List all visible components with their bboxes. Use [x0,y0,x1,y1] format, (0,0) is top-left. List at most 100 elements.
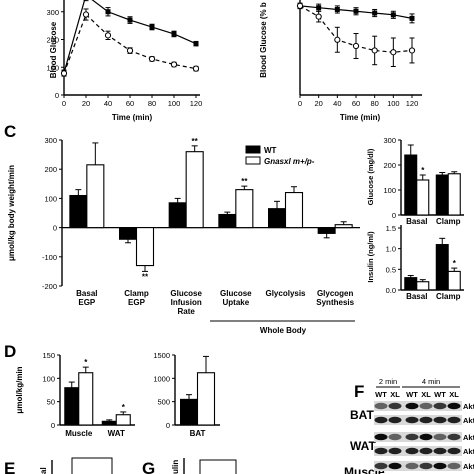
data-point [126,47,134,54]
panel-b-y-axis-label: Blood Glucose (% b [259,2,268,78]
blot-tissue-wat: WAT [350,439,376,453]
bar [101,420,117,426]
bar [64,387,80,426]
significance-mark: ** [241,177,248,186]
blot-band [374,433,388,441]
blot-band [374,402,388,410]
panel-a-x-axis-label: Time (min) [112,113,153,122]
panel-c-bar-chart: -200-1000100200300BasalEGPClampEGPGlucos… [7,136,360,335]
y-tick-label: 0.0 [386,286,396,295]
bar [78,372,94,426]
y-tick-label: 500 [157,398,170,407]
y-tick-label: 100 [44,194,57,203]
data-point [127,17,133,23]
significance-mark: * [122,403,126,412]
bar [135,227,155,267]
bar [435,244,449,291]
data-point [372,10,378,16]
bar [404,277,418,291]
data-point [171,31,177,37]
y-tick-label: 300 [383,136,396,145]
blot-band [433,447,447,455]
category-label: Clamp [124,289,149,298]
blot-lane-label: WT [406,390,418,399]
blot-lane-label: XL [390,390,400,399]
x-tick-label: 80 [370,99,378,108]
blot-band [374,447,388,455]
panel-d-bar-chart: 0 50 100 150 Muscle WAT * * μmol/kg/min [15,351,135,438]
y-tick-label: 0 [55,91,59,100]
bar [284,192,304,229]
y-tick-label: 1.0 [386,245,396,254]
category-label: Glucose [170,289,202,298]
y-tick-label: 300 [44,136,57,145]
blot-tissue-muscle: Muscle [344,465,385,474]
blot-band [405,447,419,455]
bar [180,398,198,426]
data-point [82,11,90,18]
panel-c-letter: C [4,122,16,141]
y-tick-label: 200 [46,36,59,45]
blot-band-label: Akt-P [463,462,474,471]
legend-label-gnasxl: Gnasxl m+/p- [264,157,315,166]
blot-band [433,433,447,441]
legend-swatch-gnasxl [245,156,261,165]
data-point [105,9,111,15]
blot-band [447,447,461,455]
y-tick-label: 0 [51,421,55,430]
panel-b-x-axis-label: Time (min) [340,113,381,122]
category-label: EGP [78,298,96,307]
data-point [315,13,322,20]
category-label: Basal [406,292,427,301]
panel-c-group-label: Whole Body [260,326,307,335]
blot-band [405,462,419,470]
blot-lane-label: XL [421,390,431,399]
panel-c-insulin-chart: 0.0 0.5 1.0 1.5 Basal Clamp * Insulin (ng/ml) [366,224,464,301]
bar [416,179,430,216]
bar [268,208,286,229]
x-tick-label: 40 [104,99,112,108]
panel-c-y-axis-label: μmol/kg body weight/min [7,165,16,261]
panel-g-partial-box [199,459,237,474]
y-tick-label: 0 [166,421,170,430]
bar [185,151,204,229]
panel-c-legend: WT Gnasxl m+/p- [245,145,315,166]
blot-band [374,416,388,424]
y-tick-label: 100 [383,186,396,195]
panel-c-glucose-chart: 0 100 200 300 Basal Clamp * Glucose (mg/dl) [366,136,464,226]
blot-time-2min: 2 min [379,377,397,386]
y-tick-label: -100 [42,253,57,262]
blot-band [405,416,419,424]
category-label: WAT [108,429,125,438]
data-point [296,2,304,10]
bar [416,281,430,291]
category-label: Synthesis [316,298,354,307]
x-tick-label: 20 [82,99,90,108]
bar [86,164,105,229]
blot-band [419,433,433,441]
blot-band-label: Akt [463,447,474,456]
category-label: Glucose [220,289,252,298]
x-tick-label: 120 [406,99,419,108]
blot-band [405,402,419,410]
category-label: Basal [406,217,427,226]
category-label: Infusion [171,298,202,307]
y-tick-label: 0.5 [386,265,396,274]
data-point [316,5,322,11]
panel-e-letter: E [4,459,15,474]
blot-band [433,416,447,424]
x-tick-label: 0 [298,99,302,108]
data-point [149,24,155,30]
y-tick-label: 0 [53,224,57,233]
y-tick-label: 300 [46,8,59,17]
bar [115,414,131,426]
data-point [352,42,360,50]
bar [334,224,353,229]
blot-band [388,447,402,455]
category-label: Rate [177,307,195,316]
blot-band-label: Akt [463,416,474,425]
data-point [60,70,68,77]
x-tick-label: 0 [62,99,66,108]
data-point [334,6,340,12]
